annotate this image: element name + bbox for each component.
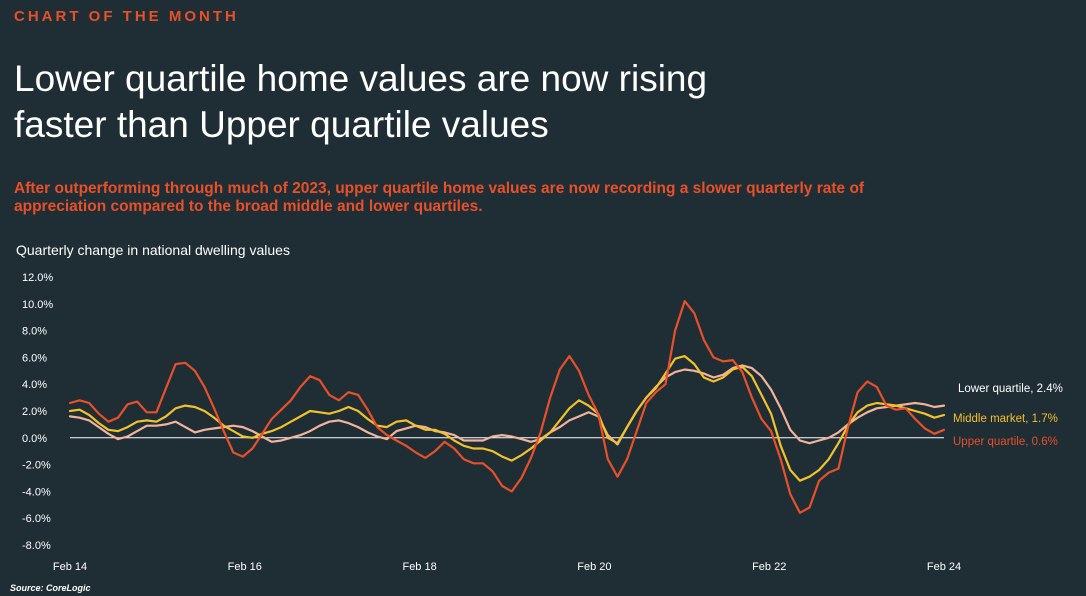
x-tick-label: Feb 18 — [402, 561, 436, 573]
y-tick-label: -8.0% — [22, 540, 51, 552]
x-tick-label: Feb 16 — [228, 561, 262, 573]
y-tick-label: -2.0% — [22, 460, 51, 472]
y-tick-label: 12.0% — [22, 272, 53, 284]
y-tick-label: 2.0% — [22, 406, 47, 418]
subheading: After outperforming through much of 2023… — [14, 180, 1074, 216]
y-tick-label: 10.0% — [22, 299, 53, 311]
y-tick-label: 4.0% — [22, 379, 47, 391]
y-tick-label: 0.0% — [22, 433, 47, 445]
x-tick-label: Feb 22 — [752, 561, 786, 573]
subheading-line-1: After outperforming through much of 2023… — [14, 180, 865, 197]
series-line-2 — [68, 300, 946, 514]
headline-line-2: faster than Upper quartile values — [14, 104, 549, 145]
x-tick-label: Feb 14 — [53, 561, 87, 573]
y-tick-label: -4.0% — [22, 486, 51, 498]
headline: Lower quartile home values are now risin… — [14, 56, 1014, 148]
series-end-label-1: Middle market, 1.7% — [953, 413, 1058, 425]
source-note: Source: CoreLogic — [10, 583, 91, 593]
kicker-label: CHART OF THE MONTH — [14, 8, 239, 25]
headline-line-1: Lower quartile home values are now risin… — [14, 58, 708, 99]
y-tick-label: 6.0% — [22, 352, 47, 364]
y-tick-label: 8.0% — [22, 326, 47, 338]
series-end-label-2: Upper quartile, 0.6% — [953, 436, 1058, 448]
y-tick-label: -6.0% — [22, 513, 51, 525]
subheading-line-2: appreciation compared to the broad middl… — [14, 198, 483, 215]
x-tick-label: Feb 20 — [577, 561, 611, 573]
series-line-0 — [68, 364, 946, 446]
series-line-1 — [68, 355, 946, 482]
x-tick-label: Feb 24 — [927, 561, 961, 573]
series-end-label-0: Lower quartile, 2.4% — [958, 383, 1063, 395]
chart-title: Quarterly change in national dwelling va… — [16, 242, 290, 258]
